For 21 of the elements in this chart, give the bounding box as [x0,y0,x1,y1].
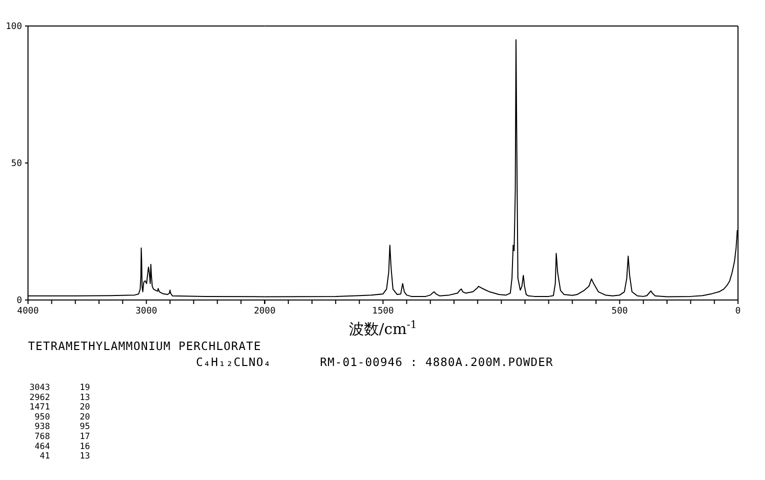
x-axis-title: 波数/cm$^{-1}$ [349,319,417,338]
text: 1471 20 [30,402,90,413]
text: 2962 13 [30,392,90,403]
x-tick-label: 2000 [254,306,276,316]
text: 938 95 [34,422,90,432]
text: 768 17 [34,432,90,442]
x-tick-label: 0 [735,306,741,316]
text: 950 20 [34,412,90,422]
x-tick-label: 1500 [372,306,394,316]
x-tick-label: 3000 [135,306,158,316]
y-tick-label: 100 [6,22,22,32]
text: C₄H₁₂CLNO₄ [196,355,272,369]
x-tick-label: 4000 [17,306,39,316]
y-tick-label: 50 [11,158,22,169]
y-tick-label: 0 [16,296,22,306]
text: RM-01-00946 : 4880A.200M.POWDER [320,355,554,369]
text: 464 16 [34,442,90,452]
text: 3043 19 [30,383,90,393]
text: TETRAMETHYLAMMONIUM PERCHLORATE [28,339,262,353]
x-tick-label: 500 [612,306,628,316]
text: 41 13 [40,452,90,462]
